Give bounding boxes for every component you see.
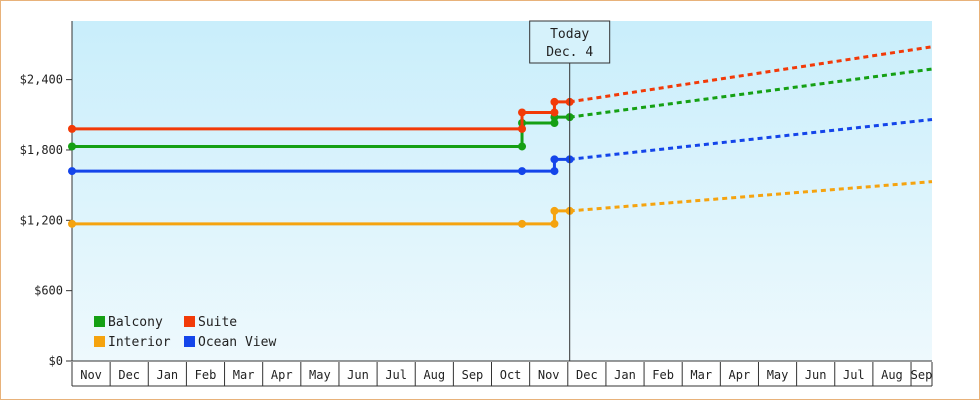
x-tick-label: Feb <box>195 368 217 382</box>
plot-area <box>72 21 932 361</box>
x-tick-label: Oct <box>500 368 522 382</box>
today-label-date: Dec. 4 <box>546 45 593 60</box>
series-projection-interior <box>569 180 933 213</box>
x-tick-label: Jan <box>614 368 636 382</box>
x-tick-label: Jan <box>156 368 178 382</box>
series-point-suite <box>68 124 76 133</box>
legend-label-suite: Suite <box>198 315 237 330</box>
x-tick-label: Feb <box>652 368 674 382</box>
series-point-suite <box>518 124 527 133</box>
series-projection-balcony <box>569 67 933 119</box>
x-tick-label: Jun <box>805 368 827 382</box>
series-point-ocean-view <box>68 167 76 176</box>
y-tick-label: $0 <box>49 354 63 368</box>
x-tick-label: Apr <box>271 368 293 382</box>
series-point-interior <box>550 206 559 215</box>
legend-swatch-suite <box>184 316 195 327</box>
x-tick-label: Mar <box>690 368 712 382</box>
series-point-interior <box>550 219 559 228</box>
series-point-suite <box>550 108 559 117</box>
series-point-suite <box>518 108 527 117</box>
x-tick-label: May <box>767 368 789 382</box>
x-tick-label: Nov <box>538 368 560 382</box>
x-tick-label: Dec <box>576 368 598 382</box>
series-projection-ocean-view <box>569 117 933 161</box>
x-tick-label: Jul <box>843 368 865 382</box>
x-tick-label: Aug <box>881 368 903 382</box>
x-tick-label: May <box>309 368 331 382</box>
legend: Balcony Suite Interior Ocean View <box>94 315 276 350</box>
x-tick-label: Mar <box>233 368 255 382</box>
legend-label-ocean-view: Ocean View <box>198 335 276 350</box>
x-tick-label: Sep <box>462 368 484 382</box>
legend-label-interior: Interior <box>108 335 171 350</box>
today-label-box <box>529 20 611 64</box>
legend-swatch-interior <box>94 336 105 347</box>
series-point-balcony <box>550 119 559 127</box>
series-point-ocean-view <box>550 155 559 164</box>
series-point-balcony <box>518 142 527 151</box>
y-tick-label: $600 <box>34 284 63 298</box>
series-point-ocean-view <box>550 167 559 176</box>
x-tick-label: Nov <box>80 368 102 382</box>
y-tick-label: $2,400 <box>20 73 63 87</box>
legend-label-balcony: Balcony <box>108 315 163 330</box>
series-point-suite <box>550 97 559 106</box>
series-point-balcony <box>68 142 76 151</box>
x-tick-label: Apr <box>729 368 751 382</box>
series-point-interior <box>68 219 76 228</box>
legend-swatch-balcony <box>94 316 105 327</box>
legend-swatch-ocean-view <box>184 336 195 347</box>
x-tick-label: Aug <box>423 368 445 382</box>
series-point-ocean-view <box>518 167 527 176</box>
y-tick-label: $1,800 <box>20 143 63 157</box>
series-point-interior <box>518 219 527 228</box>
y-tick-label: $1,200 <box>20 213 63 227</box>
x-tick-label: Sep <box>911 368 933 382</box>
series-projection-suite <box>569 45 933 104</box>
today-label-title: Today <box>550 27 589 42</box>
x-tick-label: Dec <box>118 368 140 382</box>
x-tick-label: Jul <box>385 368 407 382</box>
x-tick-label: Jun <box>347 368 369 382</box>
